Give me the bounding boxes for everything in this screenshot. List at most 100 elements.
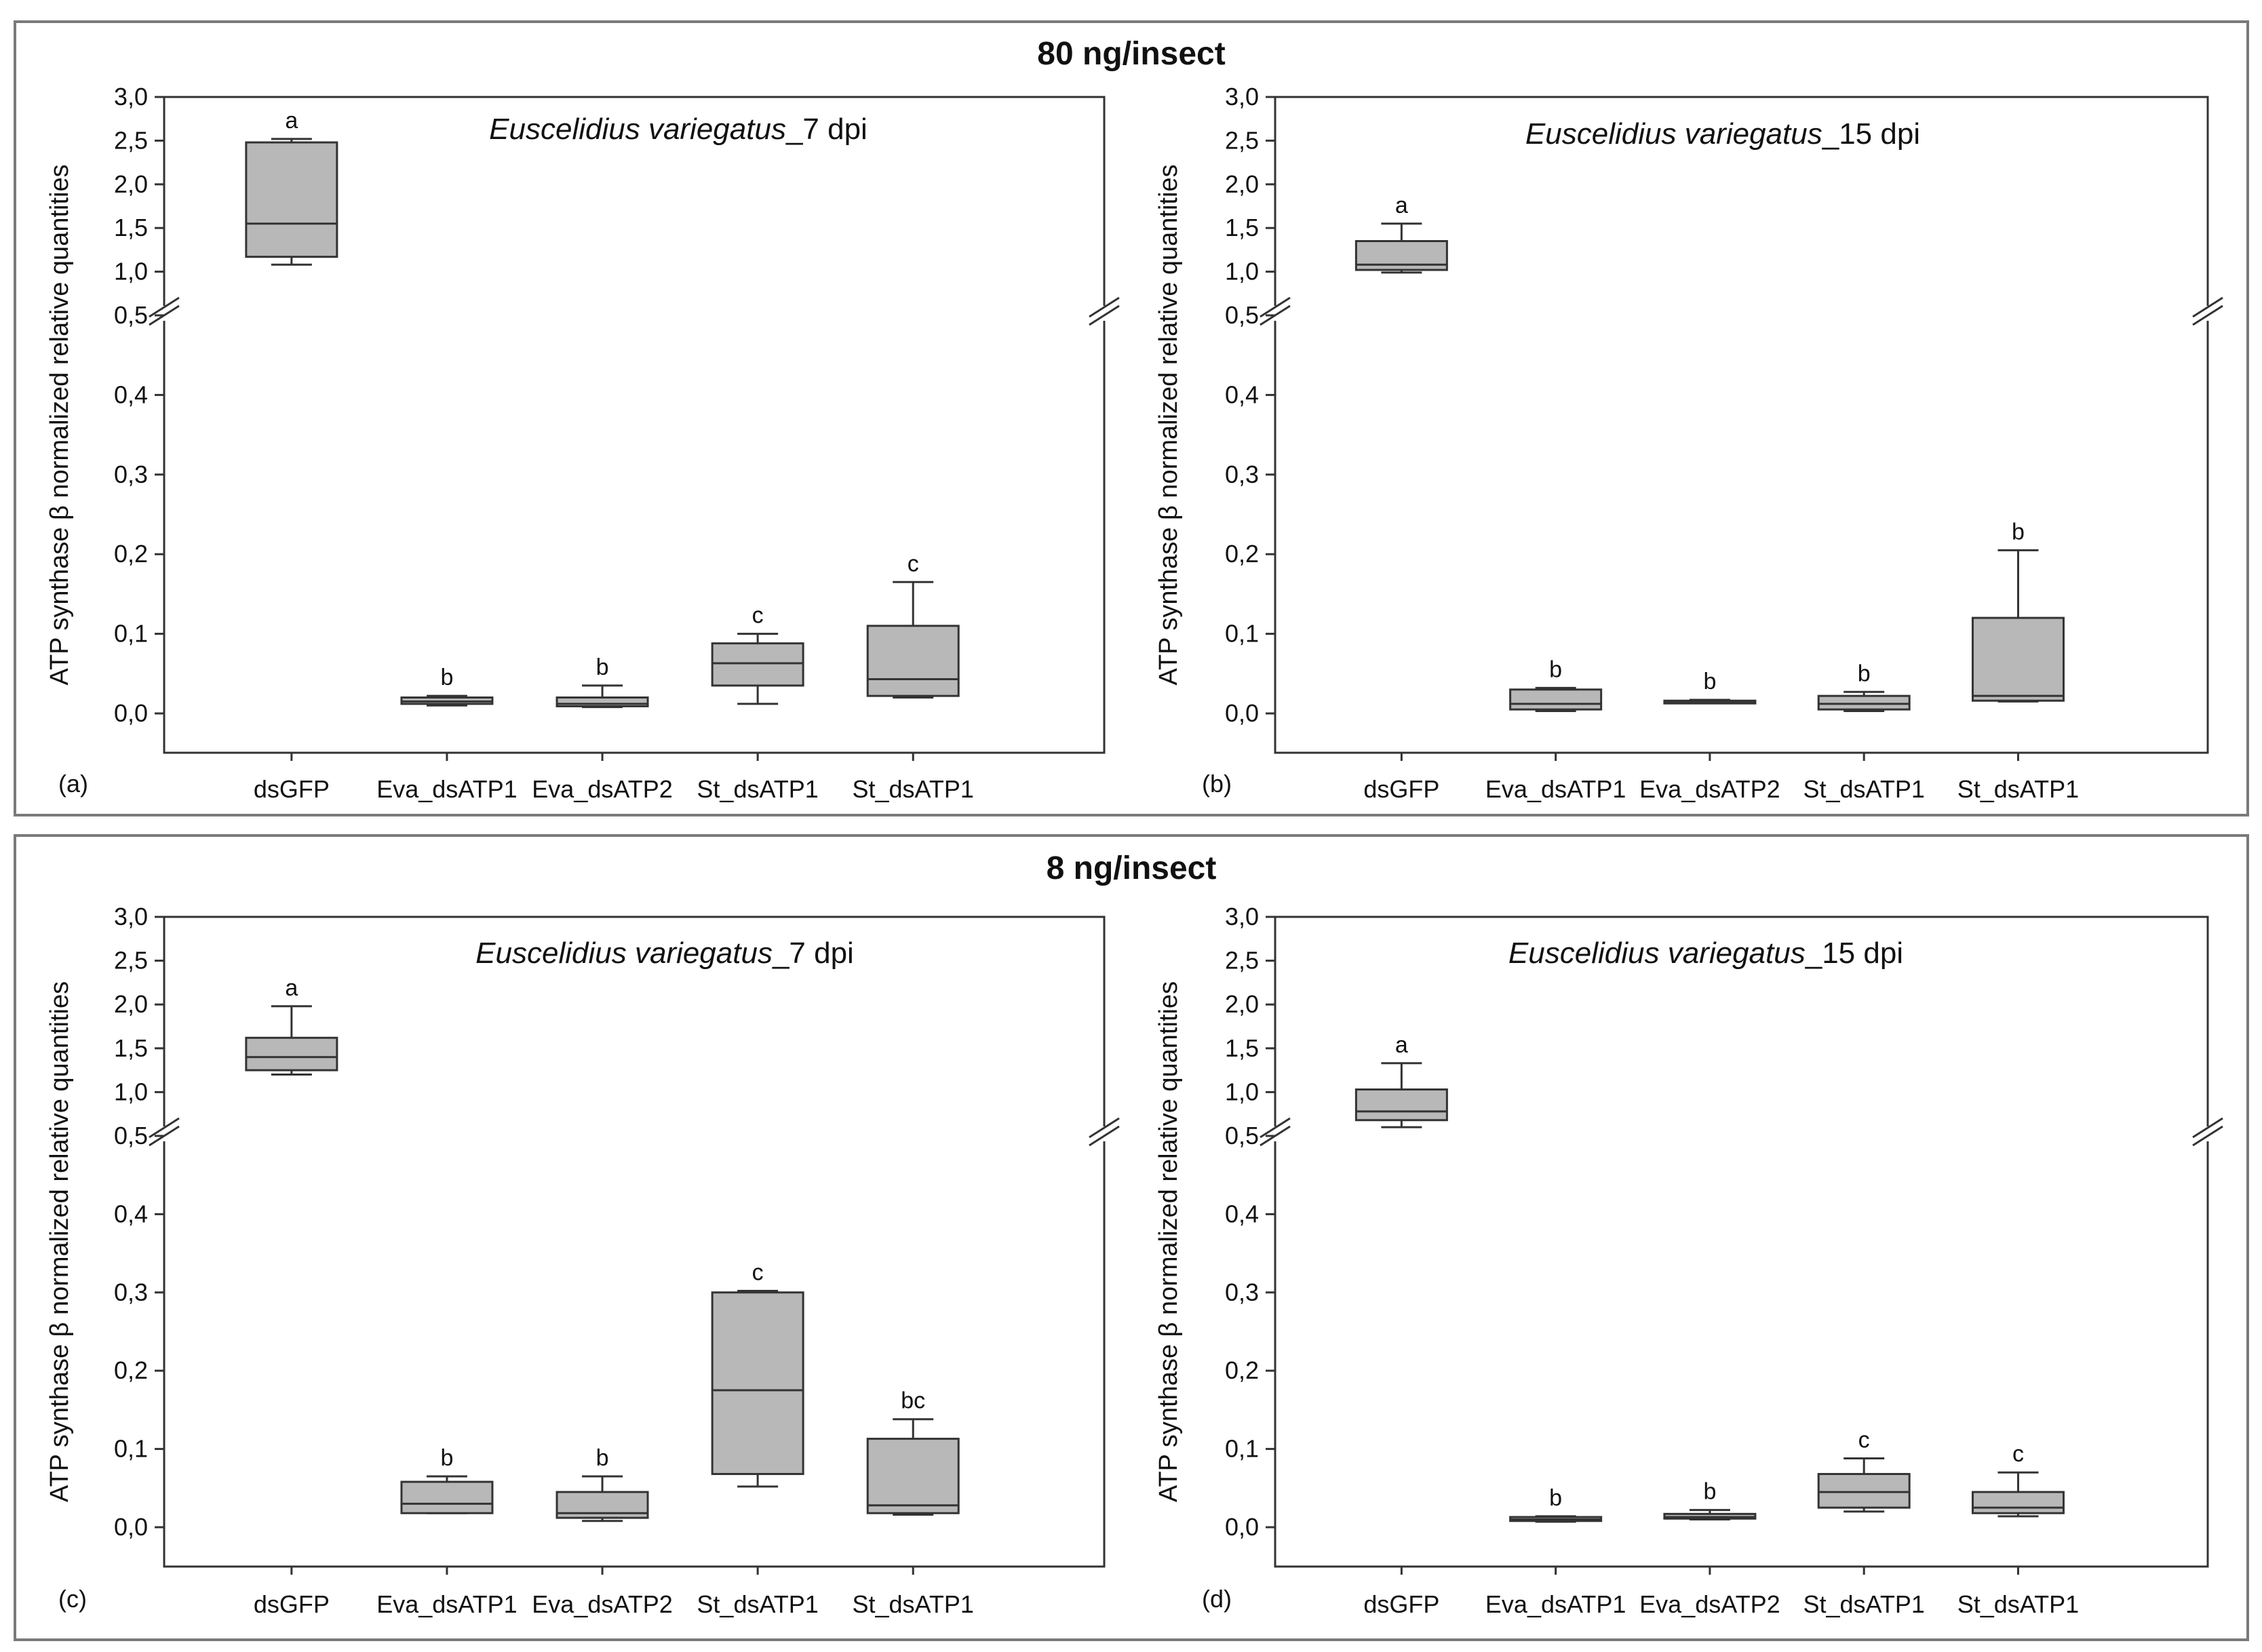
panel-label: (c) bbox=[58, 1585, 87, 1613]
title-suffix: _15 dpi bbox=[1805, 937, 1903, 970]
y-tick-label: 0,5 bbox=[1225, 301, 1259, 329]
y-tick-label: 0,1 bbox=[114, 1435, 148, 1463]
significance-letter: c bbox=[908, 551, 919, 576]
x-category-label: Eva_dsATP2 bbox=[1639, 1590, 1780, 1618]
y-tick-label: 2,5 bbox=[114, 947, 148, 975]
significance-letter: b bbox=[1549, 1485, 1562, 1511]
y-tick-label: 1,5 bbox=[1225, 1034, 1259, 1062]
y-tick-label: 1,5 bbox=[114, 1034, 148, 1062]
title-species: Euscelidius variegatus bbox=[1525, 117, 1822, 151]
significance-letter: b bbox=[440, 665, 453, 690]
axis-break-mark bbox=[149, 296, 180, 318]
y-tick-label: 1,0 bbox=[114, 258, 148, 286]
y-axis-label: ATP synthase β normalized relative quant… bbox=[1154, 164, 1183, 685]
y-axis-label: ATP synthase β normalized relative quant… bbox=[45, 981, 74, 1502]
chart-title: Euscelidius variegatus_7 dpi bbox=[489, 113, 867, 146]
x-category-label: St_dsATP1 bbox=[1803, 1590, 1924, 1618]
y-tick-label: 0,2 bbox=[1225, 1356, 1259, 1384]
box-iqr bbox=[866, 1438, 960, 1514]
x-category-label: St_dsATP1 bbox=[697, 775, 818, 803]
box-iqr bbox=[1817, 1473, 1911, 1509]
axis-break-mark bbox=[2192, 1117, 2223, 1139]
y-tick-label: 0,0 bbox=[1225, 1513, 1259, 1541]
axis-break-mark bbox=[1260, 296, 1291, 318]
x-category-label: Eva_dsATP2 bbox=[1639, 775, 1780, 803]
x-category-label: St_dsATP1 bbox=[1957, 1590, 2079, 1618]
chart-title: Euscelidius variegatus_15 dpi bbox=[1525, 117, 1920, 151]
x-category-label: Eva_dsATP1 bbox=[1485, 775, 1626, 803]
title-species: Euscelidius variegatus bbox=[475, 937, 773, 970]
significance-letter: b bbox=[440, 1445, 453, 1471]
y-tick-label: 2,5 bbox=[1225, 126, 1259, 154]
y-tick-label: 3,0 bbox=[114, 903, 148, 930]
y-tick-label: 0,3 bbox=[1225, 460, 1259, 488]
x-category-label: dsGFP bbox=[254, 1590, 330, 1618]
significance-letter: b bbox=[1703, 1479, 1716, 1505]
x-category-label: dsGFP bbox=[254, 775, 330, 803]
y-tick-label: 2,0 bbox=[1225, 170, 1259, 198]
axis-break-mark bbox=[2192, 1125, 2223, 1147]
significance-letter: bc bbox=[901, 1388, 925, 1414]
y-tick-label: 2,0 bbox=[1225, 990, 1259, 1018]
x-category-label: Eva_dsATP1 bbox=[376, 775, 517, 803]
group-title-8ng: 8 ng/insect bbox=[1047, 850, 1217, 886]
significance-letter: b bbox=[596, 654, 609, 680]
axis-break-mark bbox=[1089, 304, 1120, 326]
plot-frame bbox=[1274, 96, 2209, 754]
significance-letter: c bbox=[2012, 1441, 2024, 1467]
group-frame-8ng bbox=[14, 834, 2249, 1641]
panel-label: (a) bbox=[58, 770, 88, 798]
box-iqr bbox=[1971, 616, 2065, 702]
axis-break-mark bbox=[1089, 1125, 1120, 1147]
y-axis-label: ATP synthase β normalized relative quant… bbox=[1154, 981, 1183, 1502]
panel-d: 0,0 0,1 0,2 0,3 0,4 0,5 1,0 1,5 2,0 2,5 3,0 ATP syn… bbox=[1154, 903, 2223, 1618]
y-tick-label: 1,5 bbox=[114, 214, 148, 241]
box-iqr bbox=[1971, 1491, 2065, 1514]
significance-letter: a bbox=[285, 975, 298, 1001]
axis-break-mark bbox=[149, 1117, 180, 1139]
y-tick-label: 0,4 bbox=[1225, 380, 1259, 408]
x-category-label: Eva_dsATP2 bbox=[532, 1590, 672, 1618]
y-tick-label: 0,1 bbox=[1225, 1435, 1259, 1463]
significance-letter: b bbox=[1858, 661, 1871, 686]
y-axis-label: ATP synthase β normalized relative quant… bbox=[45, 164, 74, 685]
significance-letter: b bbox=[2012, 519, 2025, 545]
plot-frame bbox=[1274, 916, 2209, 1568]
box-iqr bbox=[400, 1480, 494, 1514]
title-suffix: _7 dpi bbox=[785, 113, 867, 146]
box-iqr bbox=[711, 642, 804, 687]
y-tick-label: 3,0 bbox=[1225, 903, 1259, 930]
y-tick-label: 3,0 bbox=[114, 83, 148, 111]
box-iqr bbox=[711, 1291, 804, 1476]
box-iqr bbox=[555, 696, 649, 707]
axis-break-mark bbox=[1089, 1117, 1120, 1139]
significance-letter: c bbox=[1858, 1427, 1870, 1453]
y-tick-label: 0,2 bbox=[114, 540, 148, 568]
significance-letter: a bbox=[1395, 1032, 1408, 1058]
significance-letter: a bbox=[285, 108, 298, 134]
significance-letter: c bbox=[752, 603, 764, 629]
axis-break-mark bbox=[2192, 304, 2223, 326]
box-iqr bbox=[1509, 688, 1603, 711]
group-title-80ng: 80 ng/insect bbox=[1037, 36, 1225, 72]
axis-break-mark bbox=[2192, 296, 2223, 318]
significance-letter: b bbox=[596, 1445, 609, 1471]
y-tick-label: 2,5 bbox=[114, 126, 148, 154]
title-species: Euscelidius variegatus bbox=[1508, 937, 1806, 970]
y-tick-label: 2,0 bbox=[114, 990, 148, 1018]
title-suffix: _15 dpi bbox=[1822, 117, 1920, 151]
y-tick-label: 0,0 bbox=[114, 1513, 148, 1541]
x-category-label: Eva_dsATP1 bbox=[376, 1590, 517, 1618]
significance-letter: a bbox=[1395, 193, 1408, 218]
y-tick-label: 1,5 bbox=[1225, 214, 1259, 241]
y-tick-label: 1,0 bbox=[1225, 1078, 1259, 1105]
x-category-label: Eva_dsATP2 bbox=[532, 775, 672, 803]
box-iqr bbox=[245, 141, 338, 258]
x-category-label: St_dsATP1 bbox=[1803, 775, 1924, 803]
chart-title: Euscelidius variegatus_7 dpi bbox=[475, 937, 854, 970]
significance-letter: c bbox=[752, 1259, 764, 1285]
chart-title: Euscelidius variegatus_15 dpi bbox=[1508, 937, 1903, 970]
y-tick-label: 1,0 bbox=[1225, 258, 1259, 286]
y-tick-label: 0,5 bbox=[114, 301, 148, 329]
